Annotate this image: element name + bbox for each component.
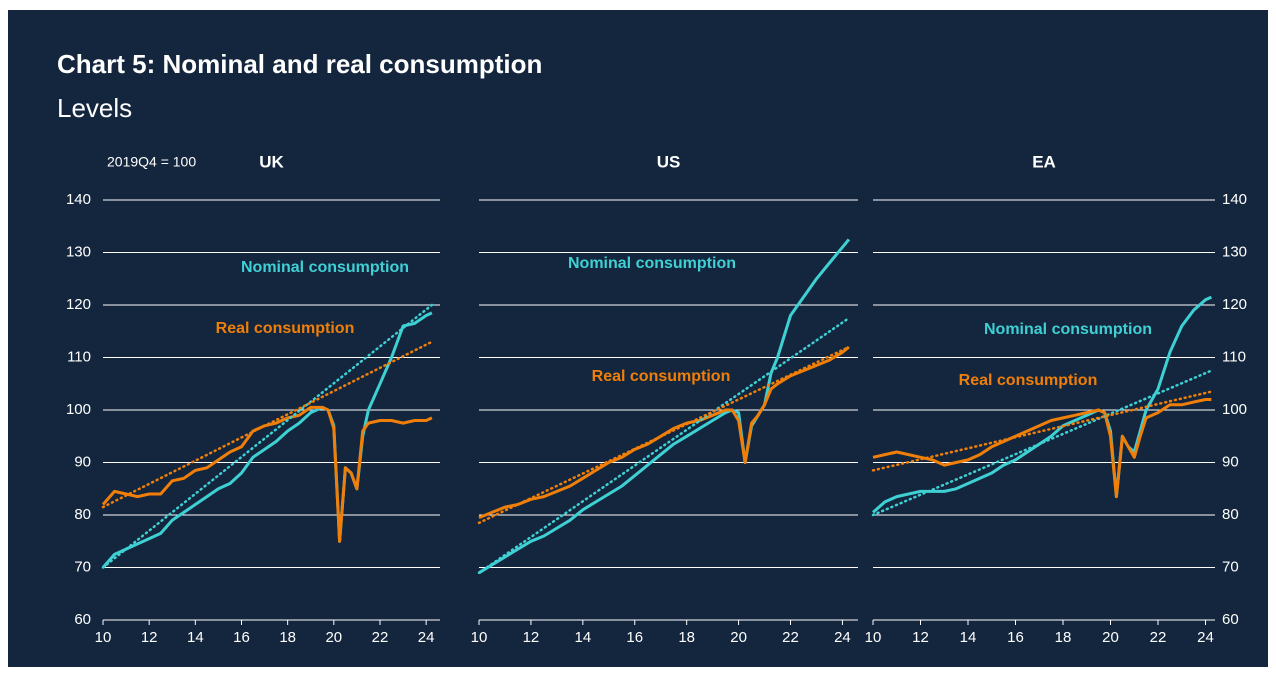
y-tick-label: 70 [1222,558,1239,575]
series-label: Real consumption [216,320,355,337]
x-tick-label: 20 [730,629,747,646]
series-line [872,398,1212,499]
y-tick-label: 70 [74,558,91,575]
y-tick-label: 120 [66,296,91,313]
x-tick-label: 22 [372,629,389,646]
x-tick-label: 24 [418,629,435,646]
x-tick-label: 12 [912,629,929,646]
y-axis-label: 2019Q4 = 100 [107,154,196,170]
y-tick-label: 100 [66,401,91,418]
x-tick-label: 22 [782,629,799,646]
series-label: Nominal consumption [241,259,409,276]
series-line [101,311,433,569]
x-tick-label: 20 [325,629,342,646]
x-tick-label: 10 [865,629,882,646]
y-tick-label: 110 [67,348,91,365]
series-line [478,238,851,575]
trend-line [871,369,1213,517]
background [8,10,1268,667]
x-tick-label: 14 [960,629,977,646]
trend-line [871,390,1213,472]
x-tick-label: 22 [1150,629,1167,646]
trend-line [101,340,434,509]
trend-line [477,345,851,525]
trend-line [101,303,434,569]
y-tick-label: 130 [66,243,91,260]
x-tick-label: 14 [187,629,204,646]
trend-line [477,316,851,575]
panel-title: EA [1032,152,1056,171]
chart-title: Chart 5: Nominal and real consumption [57,49,542,79]
x-tick-label: 24 [1197,629,1214,646]
y-tick-label: 140 [66,191,91,208]
series-label: Real consumption [959,372,1098,389]
y-tick-label: 60 [1222,611,1239,628]
y-tick-label: 140 [1222,191,1247,208]
x-tick-label: 16 [626,629,643,646]
y-tick-label: 120 [1222,296,1247,313]
series-label: Real consumption [592,368,731,385]
y-tick-label: 90 [74,453,91,470]
x-tick-label: 16 [1007,629,1024,646]
chart-subtitle: Levels [57,93,132,123]
x-tick-label: 12 [523,629,540,646]
x-tick-label: 12 [141,629,158,646]
x-tick-label: 16 [233,629,250,646]
x-tick-label: 20 [1102,629,1119,646]
series-label: Nominal consumption [984,321,1152,338]
series-line [872,295,1213,514]
x-tick-label: 10 [95,629,112,646]
y-tick-label: 80 [74,506,91,523]
y-tick-label: 80 [1222,506,1239,523]
x-tick-label: 18 [1055,629,1072,646]
series-line [101,405,433,543]
series-label: Nominal consumption [568,255,736,272]
panel-title: UK [259,152,284,171]
x-tick-label: 14 [574,629,591,646]
x-tick-label: 18 [279,629,296,646]
y-tick-label: 110 [1222,348,1246,365]
x-tick-label: 24 [834,629,851,646]
panel-title: US [657,152,681,171]
y-tick-label: 100 [1222,401,1247,418]
x-tick-label: 18 [678,629,695,646]
y-tick-label: 90 [1222,453,1239,470]
x-tick-label: 10 [471,629,488,646]
y-tick-label: 60 [74,611,91,628]
y-tick-label: 130 [1222,243,1247,260]
